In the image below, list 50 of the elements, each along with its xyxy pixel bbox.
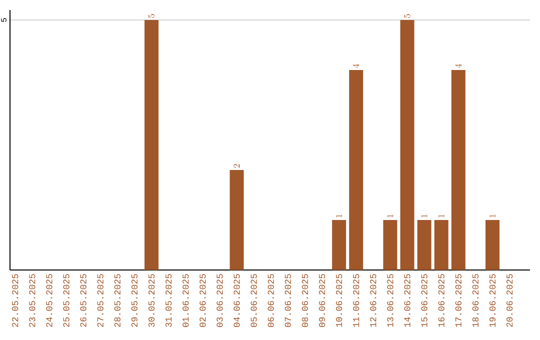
x-tick-label: 19.06.2025 [489, 274, 496, 327]
x-tick-label: 08.06.2025 [302, 274, 308, 327]
x-tick-label: 03.06.2025 [216, 274, 223, 327]
x-tick-label: 11.06.2025 [353, 274, 360, 327]
x-tick-label: 31.05.2025 [166, 274, 172, 327]
x-tick-label: 02.06.2025 [200, 274, 206, 327]
x-tick-label: 15.06.2025 [421, 274, 428, 327]
bar [400, 20, 414, 270]
bar [383, 220, 398, 270]
x-tick-label: 10.06.2025 [336, 274, 342, 327]
x-tick-label: 14.06.2025 [404, 274, 410, 327]
bar [451, 70, 466, 270]
bar [434, 220, 448, 270]
data-label: 4 [455, 64, 462, 68]
x-tick-label: 24.05.2025 [46, 274, 52, 327]
bar [417, 220, 432, 270]
x-tick-label: 28.05.2025 [114, 274, 120, 327]
x-tick-label: 13.06.2025 [387, 274, 394, 327]
bar [349, 70, 364, 270]
x-tick-label: 16.06.2025 [438, 274, 444, 327]
bar [486, 220, 500, 270]
x-tick-label: 12.06.2025 [370, 274, 376, 327]
x-tick-label: 18.06.2025 [472, 274, 479, 327]
data-label: 5 [404, 14, 410, 18]
data-label: 1 [336, 214, 342, 218]
x-tick-label: 01.06.2025 [182, 274, 189, 327]
bar [230, 170, 244, 270]
data-label: 1 [438, 214, 444, 218]
x-tick-label: 30.05.2025 [148, 274, 155, 327]
data-label: 1 [489, 214, 496, 218]
bar [144, 20, 159, 270]
x-tick-label: 22.05.2025 [12, 274, 18, 327]
x-tick-label: 27.05.2025 [97, 274, 104, 327]
x-tick-label: 26.05.2025 [80, 274, 86, 327]
x-tick-label: 06.06.2025 [268, 274, 274, 327]
data-label: 5 [148, 14, 155, 18]
x-tick-label: 17.06.2025 [455, 274, 462, 327]
data-label: 2 [234, 164, 240, 168]
x-tick-label: 04.06.2025 [234, 274, 240, 327]
data-label: 4 [352, 64, 359, 68]
x-tick-label: 05.06.2025 [250, 274, 257, 327]
x-tick-label: 09.06.2025 [318, 274, 326, 327]
x-tick-label: 25.05.2025 [63, 274, 70, 327]
x-tick-label: 29.05.2025 [131, 274, 138, 327]
x-tick-label: 07.06.2025 [284, 274, 291, 327]
x-tick-label: 20.06.2025 [506, 274, 513, 327]
bar [332, 220, 346, 270]
x-tick-label: 23.05.2025 [29, 274, 36, 327]
data-label: 1 [421, 214, 428, 218]
data-label: 1 [387, 214, 394, 218]
